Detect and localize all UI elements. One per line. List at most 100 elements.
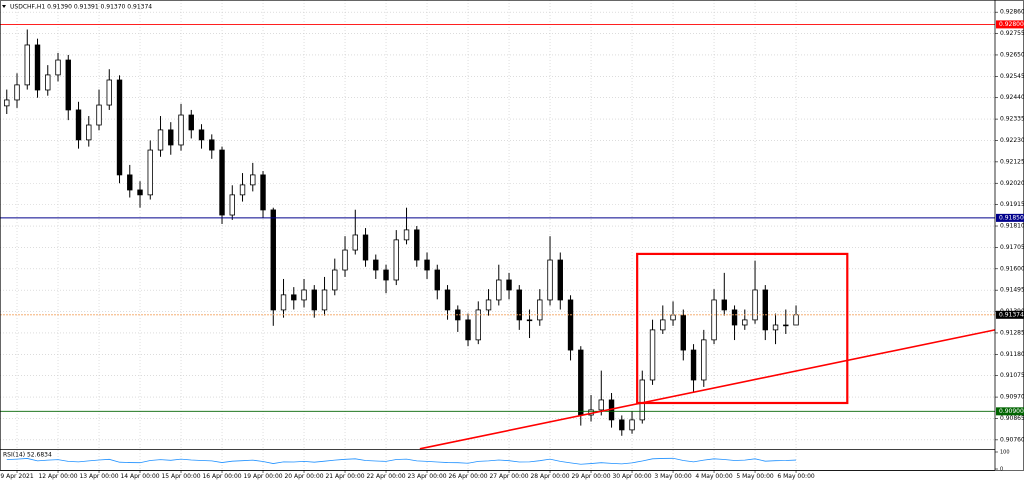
level-label-box — [996, 20, 1024, 29]
candle-body — [393, 239, 399, 281]
level-label: 0.92800 — [999, 21, 1024, 28]
candle-body — [168, 129, 174, 146]
candle-body — [14, 84, 20, 101]
candle-body — [311, 289, 317, 311]
x-tick-label: 14 Apr 00:00 — [120, 473, 159, 480]
candle-body — [383, 269, 389, 281]
candle-body — [793, 314, 799, 326]
y-tick-label: 0.91810 — [1000, 223, 1024, 230]
candle-body — [45, 74, 51, 91]
candle-body — [711, 299, 717, 341]
x-tick-label: 30 Apr 00:00 — [612, 473, 651, 480]
candle-body — [250, 174, 256, 186]
rsi-tick-label: 100 — [1000, 450, 1010, 456]
rsi-title: RSI(14) 52.6834 — [3, 452, 52, 459]
y-tick-label: 0.91600 — [1000, 265, 1024, 272]
y-tick-label: 0.92020 — [1000, 180, 1024, 187]
candle-body — [96, 104, 102, 126]
candle-body — [291, 294, 297, 301]
candle-body — [680, 314, 686, 351]
y-tick-label: 0.92860 — [1000, 9, 1024, 16]
candle-body — [762, 289, 768, 331]
y-tick-label: 0.91180 — [1000, 351, 1024, 358]
candle-body — [567, 299, 574, 351]
y-tick-label: 0.92755 — [1000, 30, 1024, 37]
candle-body — [742, 319, 748, 326]
candle-body — [485, 299, 492, 311]
candle-body — [403, 229, 410, 241]
candle-body — [660, 319, 666, 331]
plot-layer — [0, 23, 996, 465]
candle-body — [157, 129, 164, 151]
x-tick-label: 15 Apr 00:00 — [161, 473, 200, 480]
x-tick-label: 16 Apr 00:00 — [202, 473, 241, 480]
candle-body — [260, 174, 266, 211]
candle-body — [106, 79, 112, 106]
candle-body — [537, 299, 543, 321]
x-tick-label: 27 Apr 00:00 — [489, 473, 528, 480]
candle-body — [332, 269, 338, 291]
x-tick-label: 4 May 00:00 — [695, 473, 733, 480]
candle-body — [557, 259, 563, 301]
trend-line — [419, 329, 996, 450]
level-label-box — [996, 407, 1024, 416]
grid-layer — [0, 0, 995, 470]
candle-body — [526, 319, 533, 322]
level-label-box — [996, 213, 1024, 222]
candle-body — [55, 59, 61, 76]
candle-body — [496, 279, 502, 301]
candle-body — [690, 349, 697, 381]
level-label: 0.91850 — [999, 214, 1024, 221]
x-tick-label: 3 May 00:00 — [654, 473, 692, 480]
candle-body — [783, 324, 789, 327]
candle-body — [444, 289, 451, 311]
candle-body — [342, 249, 348, 271]
candle-body — [116, 79, 123, 176]
x-tick-label: 13 Apr 00:00 — [79, 473, 118, 480]
rsi-line — [6, 457, 797, 465]
candle-body — [352, 234, 358, 251]
candle-body — [239, 184, 246, 196]
y-tick-label: 0.91075 — [1000, 372, 1024, 379]
axis-layer: 0.92860 0.92755 0.92650 0.92545 0.92440 0.923… — [0, 9, 1024, 480]
y-tick-label: 0.90760 — [1000, 436, 1024, 443]
x-tick-label: 21 Apr 00:00 — [325, 473, 364, 480]
candle-body — [373, 259, 379, 271]
x-tick-label: 6 May 00:00 — [777, 473, 815, 480]
candle-body — [65, 59, 71, 111]
candle-body — [506, 279, 512, 291]
title-marker — [2, 5, 6, 8]
y-tick-label: 0.91285 — [1000, 329, 1024, 336]
candle-body — [321, 289, 328, 311]
y-tick-label: 0.92440 — [1000, 94, 1024, 101]
candle-body — [219, 149, 225, 216]
y-tick-label: 0.90970 — [1000, 394, 1024, 401]
candle-body — [516, 289, 522, 321]
x-tick-label: 19 Apr 00:00 — [243, 473, 282, 480]
candle-body — [127, 174, 133, 191]
y-tick-label: 0.92650 — [1000, 51, 1024, 58]
y-tick-label: 0.92335 — [1000, 116, 1024, 123]
candle-body — [547, 259, 553, 301]
candle-body — [414, 229, 420, 261]
candle-body — [301, 289, 307, 301]
candle-body — [137, 189, 143, 196]
candle-body — [598, 399, 604, 411]
y-tick-label: 0.90865 — [1000, 415, 1024, 422]
candle-body — [198, 129, 205, 141]
candle-body — [188, 114, 194, 131]
x-tick-label: 12 Apr 00:00 — [38, 473, 77, 480]
candle-body — [639, 379, 645, 421]
x-tick-label: 23 Apr 00:00 — [407, 473, 446, 480]
candle-body — [578, 349, 584, 416]
x-tick-label: 9 Apr 2021 — [0, 473, 33, 480]
x-tick-label: 29 Apr 00:00 — [571, 473, 610, 480]
x-tick-label: 20 Apr 00:00 — [284, 473, 323, 480]
candle-body — [178, 114, 184, 146]
candle-body — [424, 259, 430, 271]
candle-body — [209, 139, 215, 151]
x-tick-label: 26 Apr 00:00 — [448, 473, 487, 480]
